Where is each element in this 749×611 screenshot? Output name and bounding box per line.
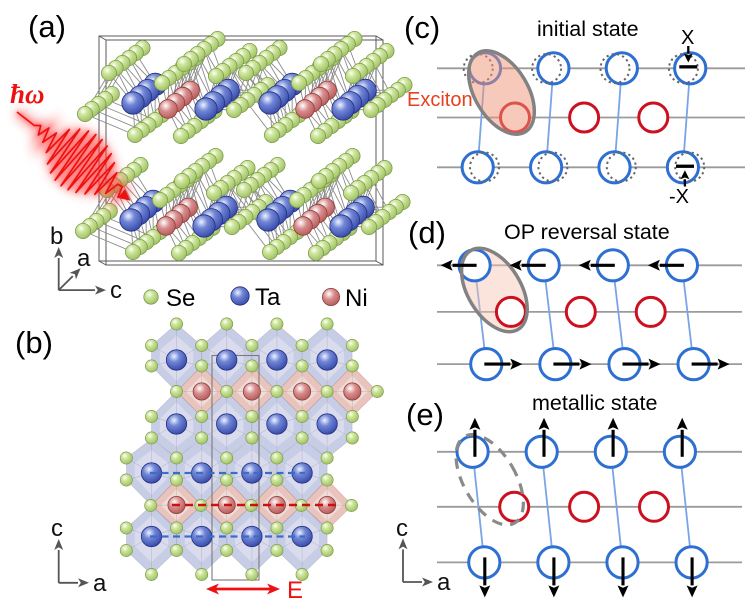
svg-text:a: a — [77, 245, 91, 272]
svg-text:b: b — [50, 223, 63, 250]
svg-text:X: X — [681, 27, 694, 49]
svg-text:OP reversal state: OP reversal state — [504, 220, 670, 244]
svg-text:E: E — [287, 577, 303, 604]
svg-text:(b): (b) — [15, 325, 53, 360]
svg-text:Exciton: Exciton — [407, 89, 473, 111]
svg-text:c: c — [396, 515, 408, 542]
svg-text:initial state: initial state — [537, 17, 639, 41]
svg-text:Ta: Ta — [255, 284, 281, 311]
svg-text:(d): (d) — [408, 215, 446, 250]
svg-text:c: c — [110, 277, 122, 304]
svg-text:metallic state: metallic state — [532, 391, 657, 415]
svg-text:-X: -X — [669, 186, 689, 208]
svg-text:(a): (a) — [28, 9, 66, 44]
svg-text:Ni: Ni — [345, 285, 368, 312]
svg-text:(e): (e) — [406, 397, 444, 432]
svg-text:c: c — [51, 515, 63, 542]
svg-text:Se: Se — [166, 285, 195, 312]
svg-text:a: a — [437, 569, 451, 596]
svg-text:ħω: ħω — [10, 79, 45, 109]
svg-text:a: a — [93, 570, 107, 597]
svg-text:(c): (c) — [404, 10, 440, 45]
